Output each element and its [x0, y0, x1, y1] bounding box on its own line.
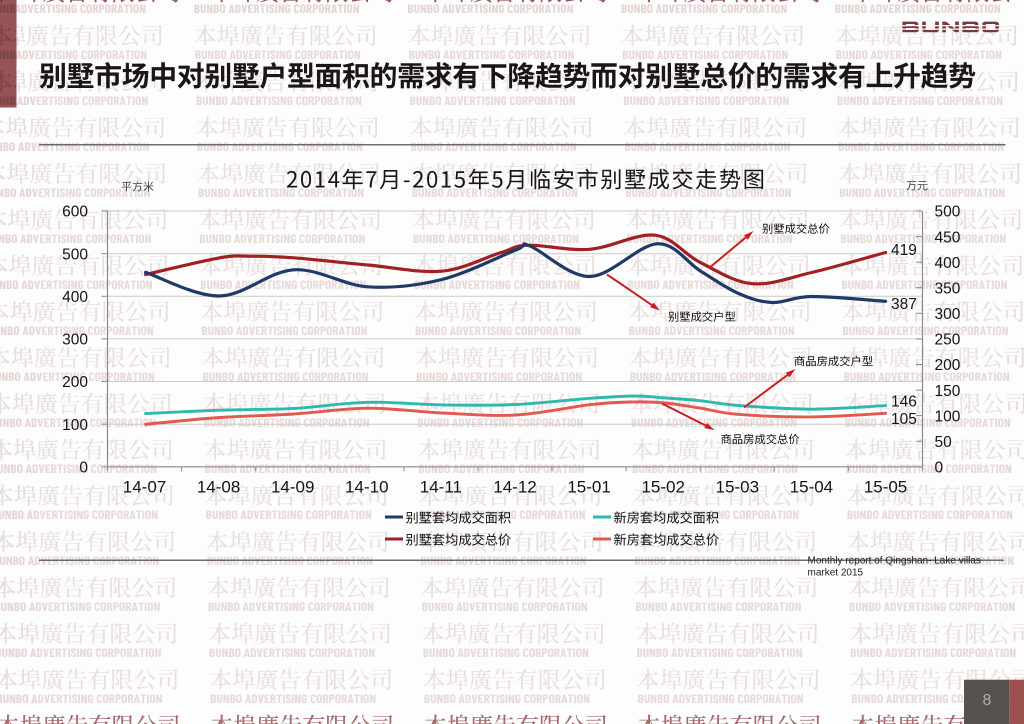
svg-text:200: 200 [935, 357, 961, 374]
svg-text:14-12: 14-12 [493, 477, 536, 496]
svg-text:600: 600 [62, 204, 88, 221]
svg-text:150: 150 [935, 383, 961, 400]
svg-text:15-02: 15-02 [641, 477, 684, 496]
svg-text:387: 387 [891, 296, 917, 313]
svg-text:450: 450 [935, 229, 961, 246]
svg-text:15-03: 15-03 [716, 477, 759, 496]
svg-text:400: 400 [935, 255, 961, 272]
svg-text:15-01: 15-01 [567, 477, 610, 496]
svg-text:500: 500 [62, 246, 88, 263]
svg-text:146: 146 [891, 394, 917, 411]
svg-text:250: 250 [935, 332, 961, 349]
svg-text:Monthly report of Qingshan- L: Monthly report of Qingshan- Lake villas [808, 556, 981, 567]
svg-text:400: 400 [62, 289, 88, 306]
svg-text:500: 500 [935, 204, 961, 221]
svg-text:350: 350 [935, 280, 961, 297]
svg-text:200: 200 [62, 374, 88, 391]
svg-text:8: 8 [983, 692, 992, 709]
svg-text:14-09: 14-09 [271, 477, 314, 496]
svg-text:14-11: 14-11 [420, 477, 462, 496]
svg-text:15-05: 15-05 [864, 477, 907, 496]
svg-text:14-10: 14-10 [345, 477, 388, 496]
svg-text:14-07: 14-07 [123, 477, 166, 496]
svg-text:300: 300 [62, 332, 88, 349]
svg-text:market 2015: market 2015 [808, 568, 864, 579]
svg-text:15-04: 15-04 [790, 477, 833, 496]
svg-text:105: 105 [891, 411, 917, 428]
svg-text:419: 419 [891, 242, 917, 259]
svg-text:50: 50 [935, 434, 953, 451]
svg-text:300: 300 [935, 306, 961, 323]
svg-text:100: 100 [62, 417, 88, 434]
svg-text:0: 0 [79, 460, 88, 477]
svg-text:100: 100 [935, 408, 961, 425]
svg-text:0: 0 [935, 460, 944, 477]
svg-text:14-08: 14-08 [197, 477, 240, 496]
